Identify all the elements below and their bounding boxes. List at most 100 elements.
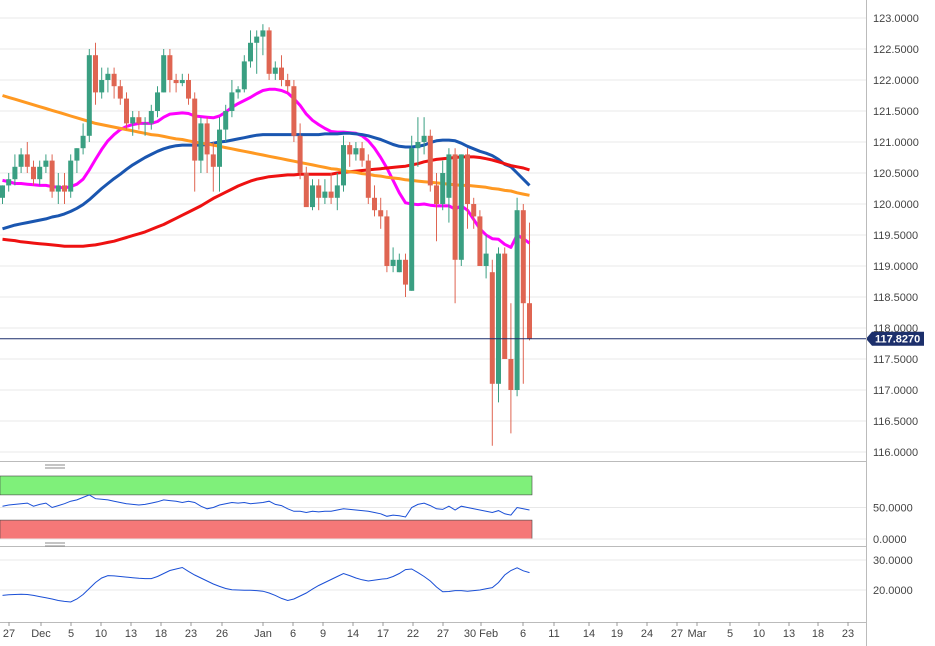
date-tick-label: 14: [347, 628, 359, 640]
candle-up: [74, 148, 80, 161]
date-tick-label: 24: [641, 628, 653, 640]
pane-resize-handle[interactable]: [45, 542, 65, 547]
candle-down: [279, 67, 284, 80]
date-tick-label: 13: [783, 628, 795, 640]
price-tick-label: 119.0000: [873, 261, 918, 273]
candle-up: [217, 129, 222, 167]
price-tick-label: 123.0000: [873, 13, 919, 25]
candle-up: [229, 92, 235, 111]
candle-up: [198, 123, 204, 161]
candle-up: [254, 36, 260, 43]
candle-up: [6, 179, 12, 186]
date-tick-label: 26: [216, 628, 228, 640]
main-price-panel: 117.8270 123.0000 122.5000 122.0000 121.500…: [0, 13, 924, 459]
candle-up: [161, 55, 167, 93]
date-tick-label: 5: [727, 628, 733, 640]
candle-up: [353, 148, 359, 155]
candle-down: [291, 86, 297, 136]
rsi-axis[interactable]: 50.0000 0.0000: [873, 503, 913, 547]
candle-down: [347, 145, 353, 155]
candle-down: [477, 216, 483, 266]
candle-up: [440, 173, 446, 204]
last-price-tag: [866, 331, 924, 346]
date-tick-label: Dec: [31, 628, 51, 640]
candle-up: [179, 80, 185, 84]
candle-down: [508, 359, 514, 390]
candle-down: [303, 173, 309, 208]
adx-line: [2, 566, 530, 603]
candle-up: [130, 117, 136, 124]
price-tick-label: 121.0000: [873, 137, 919, 149]
candle-down: [297, 135, 303, 173]
moving-average-line: [2, 131, 531, 231]
date-tick-label: 23: [185, 628, 197, 640]
date-tick-label: 27: [3, 628, 15, 640]
date-tick-label: 14: [583, 628, 595, 640]
price-tick-label: 120.0000: [873, 199, 919, 211]
candle-up: [483, 253, 489, 266]
candle-up: [409, 148, 415, 291]
adx-grid: [0, 559, 866, 591]
price-tick-label: 118.0000: [873, 323, 918, 335]
candle-down: [489, 272, 495, 384]
rsi-tick-label: 50.0000: [873, 503, 913, 515]
date-tick-label: 13: [125, 628, 137, 640]
candle-up: [458, 154, 464, 260]
moving-average-line: [2, 155, 530, 248]
date-axis[interactable]: 27 Dec 5 10 13 18 23 26 Jan 6 9 14 17 22 27 30 Feb 6 11 14…: [3, 622, 854, 640]
date-tick-label: 23: [842, 628, 854, 640]
candle-up: [396, 259, 402, 273]
date-tick-label: 27: [671, 628, 683, 640]
date-tick-label: 18: [155, 628, 167, 640]
candle-up: [55, 185, 61, 192]
candle-up: [272, 67, 278, 74]
adx-axis[interactable]: 30.0000 20.0000: [873, 555, 913, 597]
candle-down: [192, 98, 198, 161]
candle-up: [105, 73, 111, 80]
candle-down: [427, 135, 433, 186]
candle-up: [18, 154, 24, 167]
candle-up: [148, 111, 154, 124]
oversold-band: [0, 519, 533, 540]
candle-down: [167, 55, 173, 80]
date-tick-label: 18: [812, 628, 824, 640]
price-tick-label: 117.5000: [873, 354, 918, 366]
candle-up: [446, 154, 452, 198]
rsi-line: [2, 494, 530, 518]
candle-down: [403, 259, 408, 285]
candle-down: [186, 80, 191, 99]
price-axis[interactable]: 123.0000 122.5000 122.0000 121.5000 121.0000…: [873, 13, 919, 459]
candle-down: [328, 191, 334, 198]
candle-down: [316, 185, 322, 198]
candle-down: [136, 117, 142, 124]
price-tick-label: 121.5000: [873, 106, 919, 118]
date-tick-label: 10: [753, 628, 765, 640]
candle-down: [124, 98, 129, 124]
date-tick-label: 27: [437, 628, 449, 640]
candle-up: [334, 185, 340, 198]
pane-resize-handle[interactable]: [45, 464, 65, 469]
candle-up: [37, 166, 43, 180]
candle-up: [86, 55, 92, 136]
candle-down: [285, 80, 291, 87]
candle-down: [111, 73, 117, 87]
date-tick-label: 9: [320, 628, 326, 640]
candle-down: [266, 30, 272, 74]
date-tick-label: 10: [95, 628, 107, 640]
adx-tick-label: 20.0000: [873, 585, 913, 597]
date-tick-label: 6: [520, 628, 526, 640]
price-tick-label: 116.5000: [873, 416, 918, 428]
candle-down: [378, 210, 384, 217]
candle-up: [260, 30, 266, 37]
adx-panel: 30.0000 20.0000: [0, 555, 913, 603]
price-tick-label: 120.5000: [873, 168, 919, 180]
candle-up: [310, 185, 315, 208]
candle-up: [390, 259, 396, 266]
price-tick-label: 122.5000: [873, 44, 919, 56]
candle-up: [514, 210, 520, 390]
candle-down: [471, 204, 477, 217]
candle-up: [415, 142, 421, 149]
moving-average-line: [2, 87, 531, 249]
candle-up: [241, 61, 247, 90]
